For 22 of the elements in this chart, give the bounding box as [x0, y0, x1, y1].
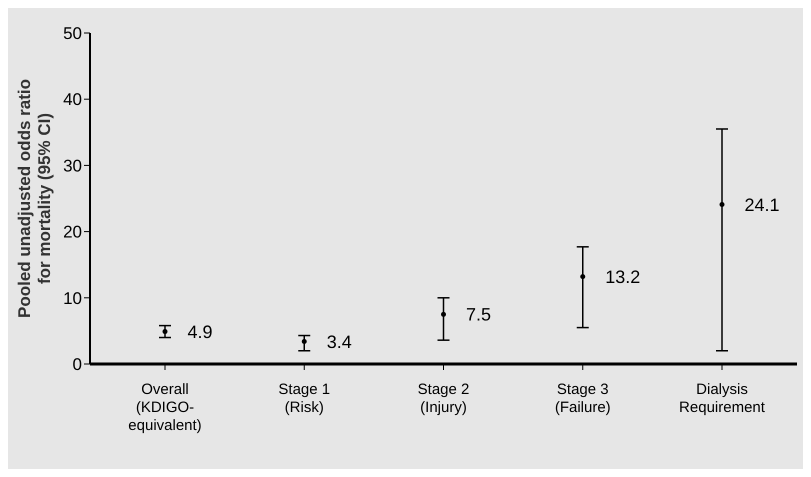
data-label: 7.5	[466, 304, 492, 325]
x-tick-label: Stage 3 (Failure)	[554, 381, 611, 416]
point	[580, 274, 586, 280]
point	[720, 202, 724, 207]
data-label: 13.2	[605, 267, 640, 288]
data-label: 4.9	[188, 322, 213, 342]
y-tick-label: 30	[63, 156, 82, 176]
y-tick-label: 10	[63, 288, 82, 308]
y-tick-label: 50	[63, 24, 82, 44]
y-tick-label: 40	[63, 90, 82, 110]
point	[302, 338, 307, 344]
data-label: 24.1	[744, 194, 780, 215]
point	[162, 329, 168, 334]
x-tick-label: Dialysis Requirement	[679, 381, 766, 416]
y-tick-label: 20	[63, 222, 82, 242]
x-tick-label: Overall (KDIGO- equivalent)	[128, 381, 202, 434]
point	[441, 312, 446, 317]
data-label: 3.4	[326, 332, 352, 352]
y-tick-label: 0	[72, 355, 82, 374]
x-tick-label: Stage 1 (Risk)	[278, 381, 330, 416]
x-tick-label: Stage 2 (Injury)	[418, 381, 470, 416]
y-axis-title: Pooled unadjusted odds ratio for mortality (95% CI)	[15, 79, 54, 318]
